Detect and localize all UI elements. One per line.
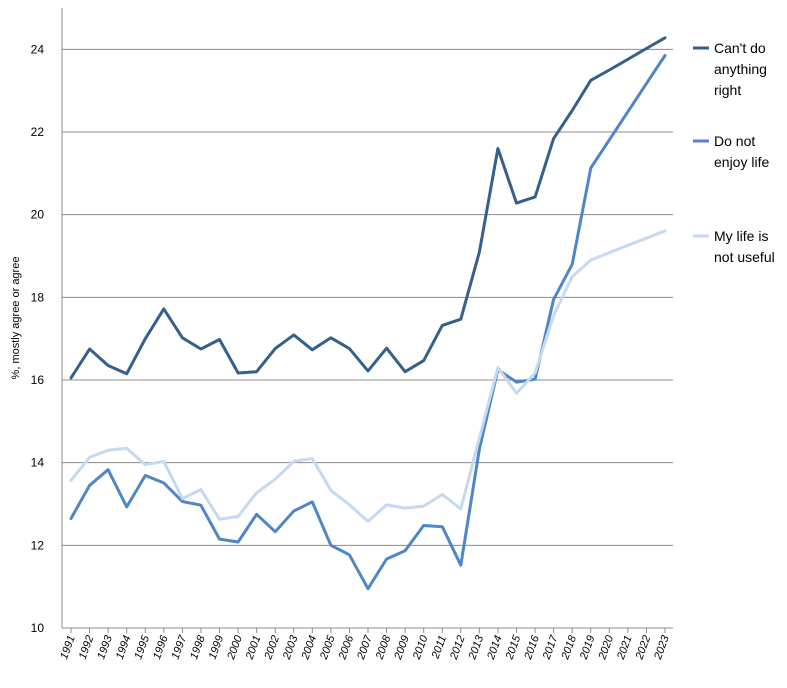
x-tick-label: 2011 [429,634,449,661]
x-tick-label: 2003 [281,633,301,662]
x-tick-label: 2017 [540,633,560,662]
y-axis-label: %, mostly agree or agree [10,257,22,380]
x-tick-label: 2000 [225,633,245,662]
x-tick-label: 2020 [596,633,616,662]
y-tick-label: 10 [31,621,45,635]
x-tick-label: 2022 [633,634,653,662]
x-tick-label: 2016 [522,633,542,662]
x-tick-label: 1994 [114,634,134,661]
y-tick-label: 18 [31,290,45,304]
x-tick-label: 2015 [503,633,523,662]
x-tick-label: 2009 [392,634,412,662]
x-tick-label: 2010 [411,633,431,662]
legend: Can't do anything right Do not enjoy life My … [693,40,775,265]
x-tick-label: 1996 [151,633,171,661]
x-tick-label: 2006 [336,633,356,662]
x-tick-label: 1992 [77,634,97,661]
x-tick-label: 1995 [132,633,152,661]
legend-label: My life is [714,228,768,244]
y-tick-labels: 10 12 14 16 18 20 22 24 [31,42,45,635]
series-line-2 [69,54,667,591]
series-line-3 [69,229,667,523]
x-tick-label: 2019 [578,634,598,662]
x-tick-label: 2008 [373,633,393,662]
x-tick-label: 2002 [262,634,282,662]
x-tick-label: 1998 [188,633,208,661]
x-tick-label: 2005 [318,633,338,662]
x-tick-label: 1993 [95,633,115,661]
legend-label: Can't do [714,40,766,56]
y-tick-label: 22 [31,125,45,139]
y-tick-label: 14 [31,456,45,470]
x-tick-label: 2014 [485,634,505,662]
y-tick-label: 24 [31,42,45,56]
x-tick-label: 2018 [559,633,579,662]
x-tick-label: 2007 [355,633,375,662]
series-line-1 [69,36,667,380]
x-tick-label: 2013 [466,633,486,662]
axes [61,8,673,629]
x-tick-label: 2023 [652,633,672,662]
x-tick-label: 1999 [207,634,227,661]
legend-item-1: Can't do anything right [693,40,767,98]
legend-item-2: Do not enjoy life [693,133,769,170]
legend-item-3: My life is not useful [693,228,775,265]
legend-label: not useful [714,249,775,265]
legend-label: Do not [714,133,755,149]
x-tick-label: 1991 [58,634,78,661]
legend-label: anything [714,61,767,77]
x-tick-label: 2004 [299,634,319,662]
gridlines [62,48,673,546]
x-tick-label: 1997 [170,633,190,661]
y-tick-label: 16 [31,373,45,387]
y-tick-label: 12 [31,538,45,552]
x-tick-labels: 1991199219931994199519961997199819992000… [58,628,672,662]
legend-label: enjoy life [714,154,769,170]
x-tick-label: 2021 [615,634,635,662]
x-tick-label: 2001 [243,634,263,662]
y-tick-label: 20 [31,208,45,222]
legend-label: right [714,82,741,98]
series-lines [69,36,667,591]
x-tick-label: 2012 [448,634,468,662]
